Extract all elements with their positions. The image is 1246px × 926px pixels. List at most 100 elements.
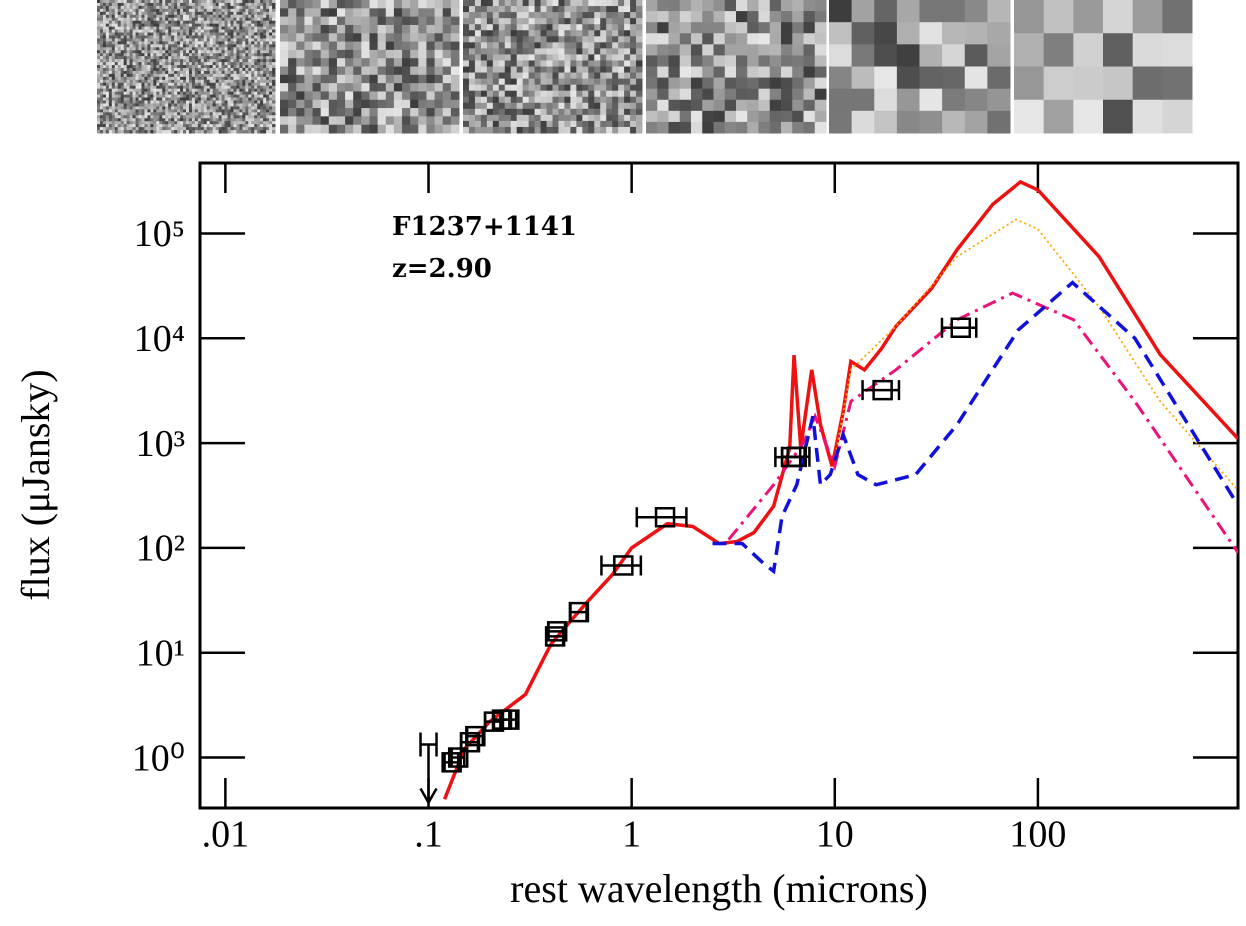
image-pixel: [215, 17, 220, 22]
image-pixel: [120, 100, 125, 104]
image-pixel: [120, 44, 125, 48]
image-pixel: [1073, 99, 1104, 134]
image-pixel: [162, 8, 166, 13]
image-pixel: [624, 6, 631, 13]
image-pixel: [224, 127, 229, 131]
image-pixel: [942, 66, 966, 90]
image-pixel: [474, 54, 482, 61]
x-tick-label: 10: [816, 814, 854, 856]
image-pixel: [153, 8, 157, 13]
image-pixel: [102, 118, 107, 122]
image-pixel: [227, 59, 231, 63]
image-pixel: [191, 127, 196, 131]
image-pixel: [203, 17, 208, 22]
image-pixel: [102, 17, 107, 22]
image-pixel: [117, 53, 122, 57]
image-pixel: [123, 94, 128, 99]
image-pixel: [191, 62, 196, 66]
image-pixel: [215, 41, 220, 45]
image-pixel: [174, 20, 178, 25]
image-pixel: [263, 32, 267, 36]
image-pixel: [618, 42, 625, 49]
image-pixel: [186, 76, 190, 81]
image-pixel: [218, 124, 223, 128]
image-pixel: [132, 41, 137, 45]
image-pixel: [540, 72, 548, 80]
image-pixel: [758, 110, 771, 123]
image-pixel: [758, 77, 771, 90]
image-pixel: [194, 8, 199, 13]
image-pixel: [132, 2, 137, 7]
image-pixel: [186, 17, 190, 22]
image-pixel: [194, 127, 199, 131]
image-pixel: [272, 106, 276, 110]
image-pixel: [630, 114, 637, 122]
image-pixel: [126, 14, 131, 19]
image-pixel: [230, 20, 234, 25]
image-pixel: [120, 109, 125, 113]
image-pixel: [144, 118, 148, 122]
image-pixel: [206, 0, 211, 4]
image-pixel: [105, 130, 110, 134]
image-pixel: [147, 23, 151, 28]
image-pixel: [144, 73, 148, 78]
image-pixel: [353, 66, 362, 76]
image-pixel: [624, 18, 631, 25]
image-pixel: [168, 106, 172, 110]
image-pixel: [582, 66, 589, 74]
image-pixel: [114, 44, 119, 48]
image-pixel: [558, 78, 565, 86]
image-pixel: [385, 24, 395, 34]
image-pixel: [230, 14, 234, 19]
image-pixel: [345, 16, 354, 26]
image-pixel: [442, 49, 452, 59]
image-pixel: [540, 30, 548, 37]
image-pixel: [108, 0, 113, 4]
image-pixel: [233, 70, 237, 75]
image-pixel: [269, 73, 273, 78]
image-pixel: [168, 53, 172, 57]
image-pixel: [168, 23, 172, 28]
image-pixel: [188, 17, 193, 22]
image-pixel: [171, 115, 175, 119]
image-pixel: [450, 74, 460, 84]
image-pixel: [576, 90, 583, 98]
image-pixel: [463, 36, 470, 43]
image-pixel: [117, 121, 122, 125]
image-pixel: [260, 112, 264, 116]
image-pixel: [200, 8, 205, 13]
image-pixel: [233, 35, 237, 39]
image-pixel: [236, 38, 240, 42]
image-pixel: [558, 72, 565, 80]
image-pixel: [600, 18, 607, 25]
image-pixel: [736, 44, 748, 56]
image-pixel: [165, 127, 169, 131]
image-pixel: [141, 38, 145, 42]
image-pixel: [251, 88, 255, 93]
image-pixel: [1132, 33, 1163, 67]
image-pixel: [138, 62, 142, 66]
image-pixel: [254, 121, 258, 125]
x-tick-label: .1: [414, 814, 443, 856]
image-pixel: [393, 16, 403, 26]
image-pixel: [171, 79, 175, 84]
image-pixel: [260, 8, 264, 13]
image-pixel: [218, 79, 223, 84]
image-pixel: [150, 0, 154, 4]
image-pixel: [758, 121, 771, 134]
image-pixel: [588, 66, 595, 74]
image-pixel: [254, 103, 258, 107]
image-pixel: [180, 8, 184, 13]
image-pixel: [260, 56, 264, 60]
image-pixel: [230, 91, 234, 96]
image-pixel: [657, 99, 669, 112]
image-pixel: [272, 91, 276, 96]
image-pixel: [114, 127, 119, 131]
image-pixel: [97, 79, 101, 84]
image-pixel: [138, 5, 142, 10]
image-pixel: [426, 74, 436, 84]
image-pixel: [132, 106, 137, 110]
image-pixel: [803, 66, 816, 79]
image-pixel: [227, 56, 231, 60]
image-pixel: [147, 29, 151, 34]
